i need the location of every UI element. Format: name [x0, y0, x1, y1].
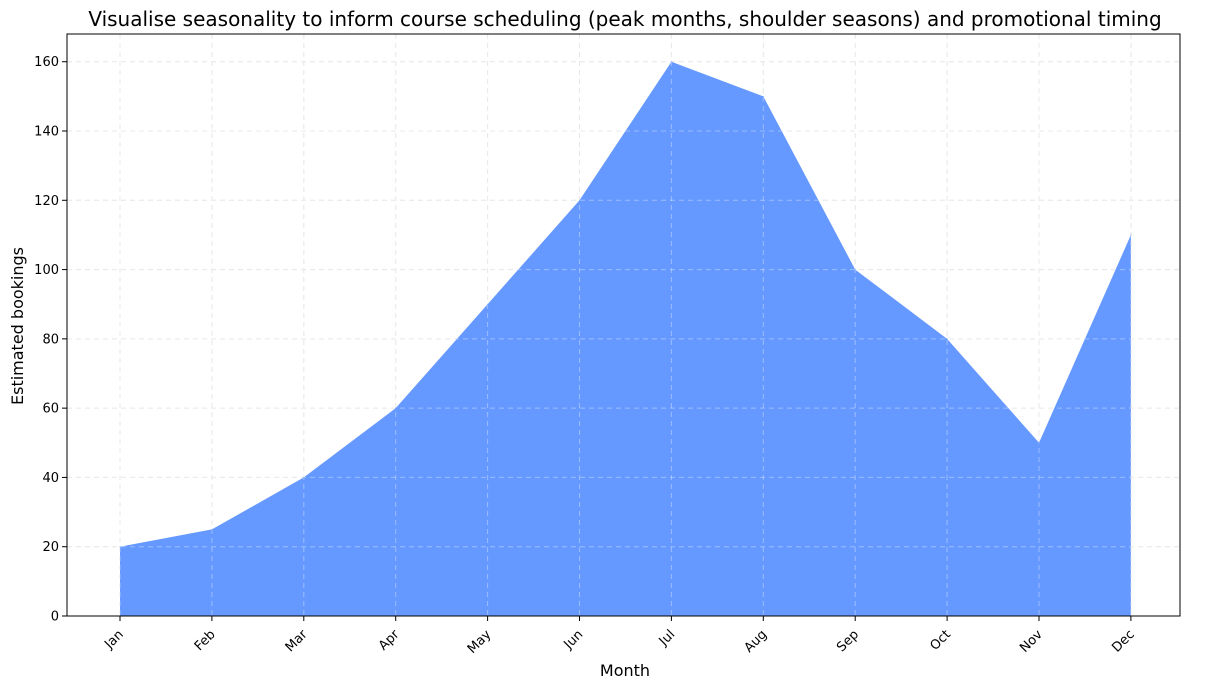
- y-tick-label-80: 80: [42, 332, 59, 347]
- data-point-jan: [119, 546, 121, 548]
- y-tick-label-40: 40: [42, 471, 59, 486]
- y-tick-label-120: 120: [34, 194, 59, 209]
- data-point-mar: [303, 476, 305, 478]
- data-point-dec: [1130, 234, 1132, 236]
- y-tick-label-0: 0: [51, 610, 59, 625]
- data-point-nov: [1038, 442, 1040, 444]
- y-tick-label-160: 160: [34, 55, 59, 70]
- plot-frame: [66, 33, 1181, 617]
- data-point-oct: [946, 338, 948, 340]
- y-axis-ticks: 0 20 40 60 80 100 120 140 160: [34, 55, 67, 625]
- y-tick-label-60: 60: [42, 402, 59, 417]
- y-axis-label: Estimated bookings: [8, 247, 27, 405]
- y-tick-label-100: 100: [34, 263, 59, 278]
- data-point-jul: [670, 61, 672, 63]
- data-point-jun: [579, 199, 580, 201]
- x-axis-label: Month: [600, 661, 650, 680]
- data-point-may: [487, 303, 489, 305]
- y-tick-label-20: 20: [42, 540, 59, 555]
- y-tick-label-140: 140: [34, 125, 59, 140]
- data-point-apr: [395, 407, 397, 409]
- area-fill: [120, 61, 1131, 616]
- chart-title: Visualise seasonality to inform course s…: [88, 7, 1161, 31]
- data-point-aug: [762, 95, 764, 97]
- data-point-sep: [854, 269, 856, 271]
- data-point-feb: [211, 528, 213, 530]
